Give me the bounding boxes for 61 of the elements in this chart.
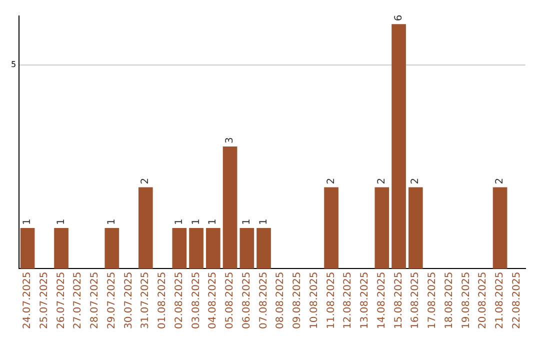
data-label: 1: [190, 218, 202, 225]
data-label: 2: [140, 178, 152, 184]
x-tick-label: 19.08.2025: [460, 272, 472, 330]
x-tick-label: 18.08.2025: [444, 272, 455, 330]
x-tick-label: 16.08.2025: [410, 272, 422, 330]
data-label: 1: [174, 218, 185, 225]
x-tick-label: 22.08.2025: [511, 272, 522, 330]
x-tick-label: 28.07.2025: [90, 272, 101, 330]
x-tick-label: 07.08.2025: [258, 272, 270, 330]
x-tick-label: 26.07.2025: [56, 272, 67, 330]
x-tick-label: 05.08.2025: [224, 272, 236, 330]
x-tick-label: 21.08.2025: [494, 272, 506, 330]
bar: [138, 187, 153, 269]
y-tick-label: 5: [10, 60, 16, 69]
x-tick-label: 10.08.2025: [308, 272, 320, 330]
x-tick-label: 30.07.2025: [123, 272, 134, 330]
x-tick-label: 09.08.2025: [292, 272, 304, 330]
bar: [104, 228, 120, 269]
data-label: 2: [494, 178, 506, 184]
bar: [206, 228, 220, 269]
data-label: 3: [224, 137, 236, 144]
x-tick-label: 20.08.2025: [478, 272, 489, 330]
x-tick-label: 06.08.2025: [241, 272, 252, 330]
bar: [374, 187, 390, 269]
x-tick-label: 03.08.2025: [190, 272, 202, 330]
x-tick-label: 14.08.2025: [376, 272, 388, 330]
bar: [408, 187, 423, 269]
bar: [222, 146, 238, 269]
bar: [20, 228, 35, 269]
x-tick-label: 29.07.2025: [106, 272, 118, 330]
x-tick-label: 08.08.2025: [275, 272, 286, 330]
data-label: 1: [208, 218, 219, 225]
data-label: 1: [22, 218, 34, 225]
bar: [324, 187, 338, 269]
bar: [240, 228, 254, 269]
data-label: 1: [106, 218, 118, 225]
x-tick-label: 04.08.2025: [208, 272, 219, 330]
data-label: 2: [376, 178, 388, 184]
data-label: 6: [393, 14, 404, 22]
bar: [392, 24, 406, 269]
x-tick-label: 25.07.2025: [38, 272, 50, 330]
x-tick-label: 01.08.2025: [157, 272, 168, 330]
x-tick-label: 02.08.2025: [174, 272, 185, 330]
bar: [54, 228, 68, 269]
data-label: 2: [410, 178, 422, 184]
x-tick-label: 27.07.2025: [72, 272, 84, 330]
x-tick-label: 11.08.2025: [326, 272, 337, 330]
x-tick-label: 15.08.2025: [393, 272, 404, 330]
bar: [256, 228, 271, 269]
bar: [172, 228, 187, 269]
x-tick-label: 31.07.2025: [140, 272, 152, 330]
x-tick-label: 13.08.2025: [360, 272, 371, 330]
x-tick-label: 24.07.2025: [22, 272, 34, 330]
bar: [189, 228, 204, 269]
x-tick-label: 17.08.2025: [427, 272, 438, 330]
x-tick-label: 12.08.2025: [342, 272, 354, 330]
data-label: 1: [258, 218, 270, 225]
data-label: 1: [56, 218, 67, 225]
bar: [492, 187, 508, 269]
data-label: 2: [326, 178, 337, 184]
data-label: 1: [241, 218, 252, 225]
